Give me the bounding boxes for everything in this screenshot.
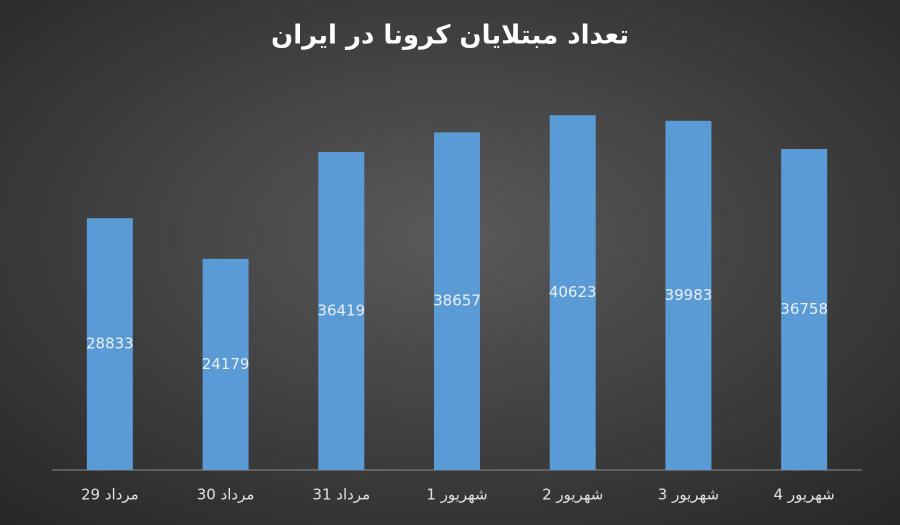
bar	[549, 115, 596, 470]
bar	[781, 148, 828, 470]
value-label: 24179	[202, 355, 250, 373]
bar	[665, 120, 712, 471]
value-label: 38657	[433, 292, 481, 310]
x-tick-label: 30 مرداد	[197, 486, 255, 504]
value-label: 28833	[86, 335, 134, 353]
bar	[202, 258, 249, 470]
x-tick-label: 4 شهریور	[774, 486, 835, 504]
value-label: 36419	[317, 301, 365, 319]
bar	[86, 218, 133, 470]
bar	[318, 151, 365, 470]
x-tick-label: 29 مرداد	[81, 486, 139, 504]
value-label: 36758	[780, 300, 828, 318]
value-label: 40623	[549, 283, 597, 301]
x-tick-label: 31 مرداد	[312, 486, 370, 504]
x-tick-label: 1 شهریور	[426, 486, 487, 504]
chart-title: تعداد مبتلایان کرونا در ایران	[271, 21, 629, 51]
x-tick-label: 2 شهریور	[542, 486, 603, 504]
x-tick-label: 3 شهریور	[658, 486, 719, 504]
value-label: 39983	[665, 286, 713, 304]
bar	[434, 132, 480, 470]
